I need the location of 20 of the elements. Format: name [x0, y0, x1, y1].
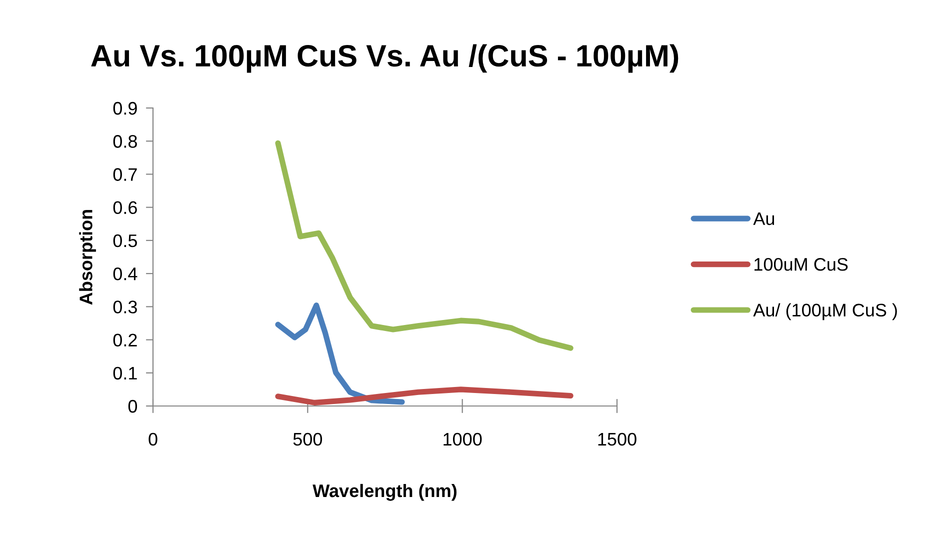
y-tick-label: 0.8: [113, 135, 137, 148]
legend-label: 100uM CuS: [754, 258, 848, 271]
x-tick-label: 0: [148, 432, 158, 446]
y-tick-label: 0.9: [113, 102, 137, 115]
y-tick-label: 0.3: [113, 300, 137, 314]
y-tick-label: 0.5: [113, 234, 137, 248]
y-tick-label: 0.2: [113, 334, 137, 346]
y-tick-label: 0: [128, 400, 138, 413]
y-tick-label: 0.4: [113, 267, 138, 280]
y-axis-title: Absorption: [79, 210, 96, 305]
chart-title: Au Vs. 100µM CuS Vs. Au /(CuS - 100µM): [91, 44, 678, 73]
legend-label: Au/ (100µM CuS ): [753, 303, 897, 320]
x-tick-label: 1500: [598, 432, 636, 446]
y-tick-label: 0.1: [113, 366, 137, 380]
y-tick-label: 0.6: [113, 201, 137, 214]
x-tick-label: 1000: [444, 432, 482, 446]
x-axis-title: Wavelength (nm): [312, 484, 456, 501]
y-tick-label: 0.7: [113, 168, 137, 181]
legend-label: Au: [753, 212, 774, 226]
x-tick-label: 500: [293, 432, 322, 446]
